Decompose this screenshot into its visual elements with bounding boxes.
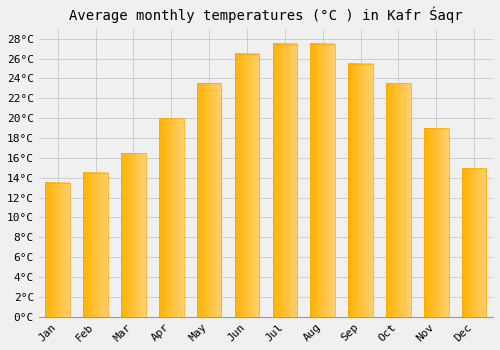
Bar bbox=[348, 64, 373, 317]
Bar bbox=[310, 44, 335, 317]
Bar bbox=[386, 83, 410, 317]
Title: Average monthly temperatures (°C ) in Kafr Śaqr: Average monthly temperatures (°C ) in Ka… bbox=[69, 7, 462, 23]
Bar bbox=[424, 128, 448, 317]
Bar bbox=[197, 83, 222, 317]
Bar bbox=[234, 54, 260, 317]
Bar bbox=[121, 153, 146, 317]
Bar bbox=[84, 173, 108, 317]
Bar bbox=[46, 183, 70, 317]
Bar bbox=[272, 44, 297, 317]
Bar bbox=[462, 168, 486, 317]
Bar bbox=[159, 118, 184, 317]
